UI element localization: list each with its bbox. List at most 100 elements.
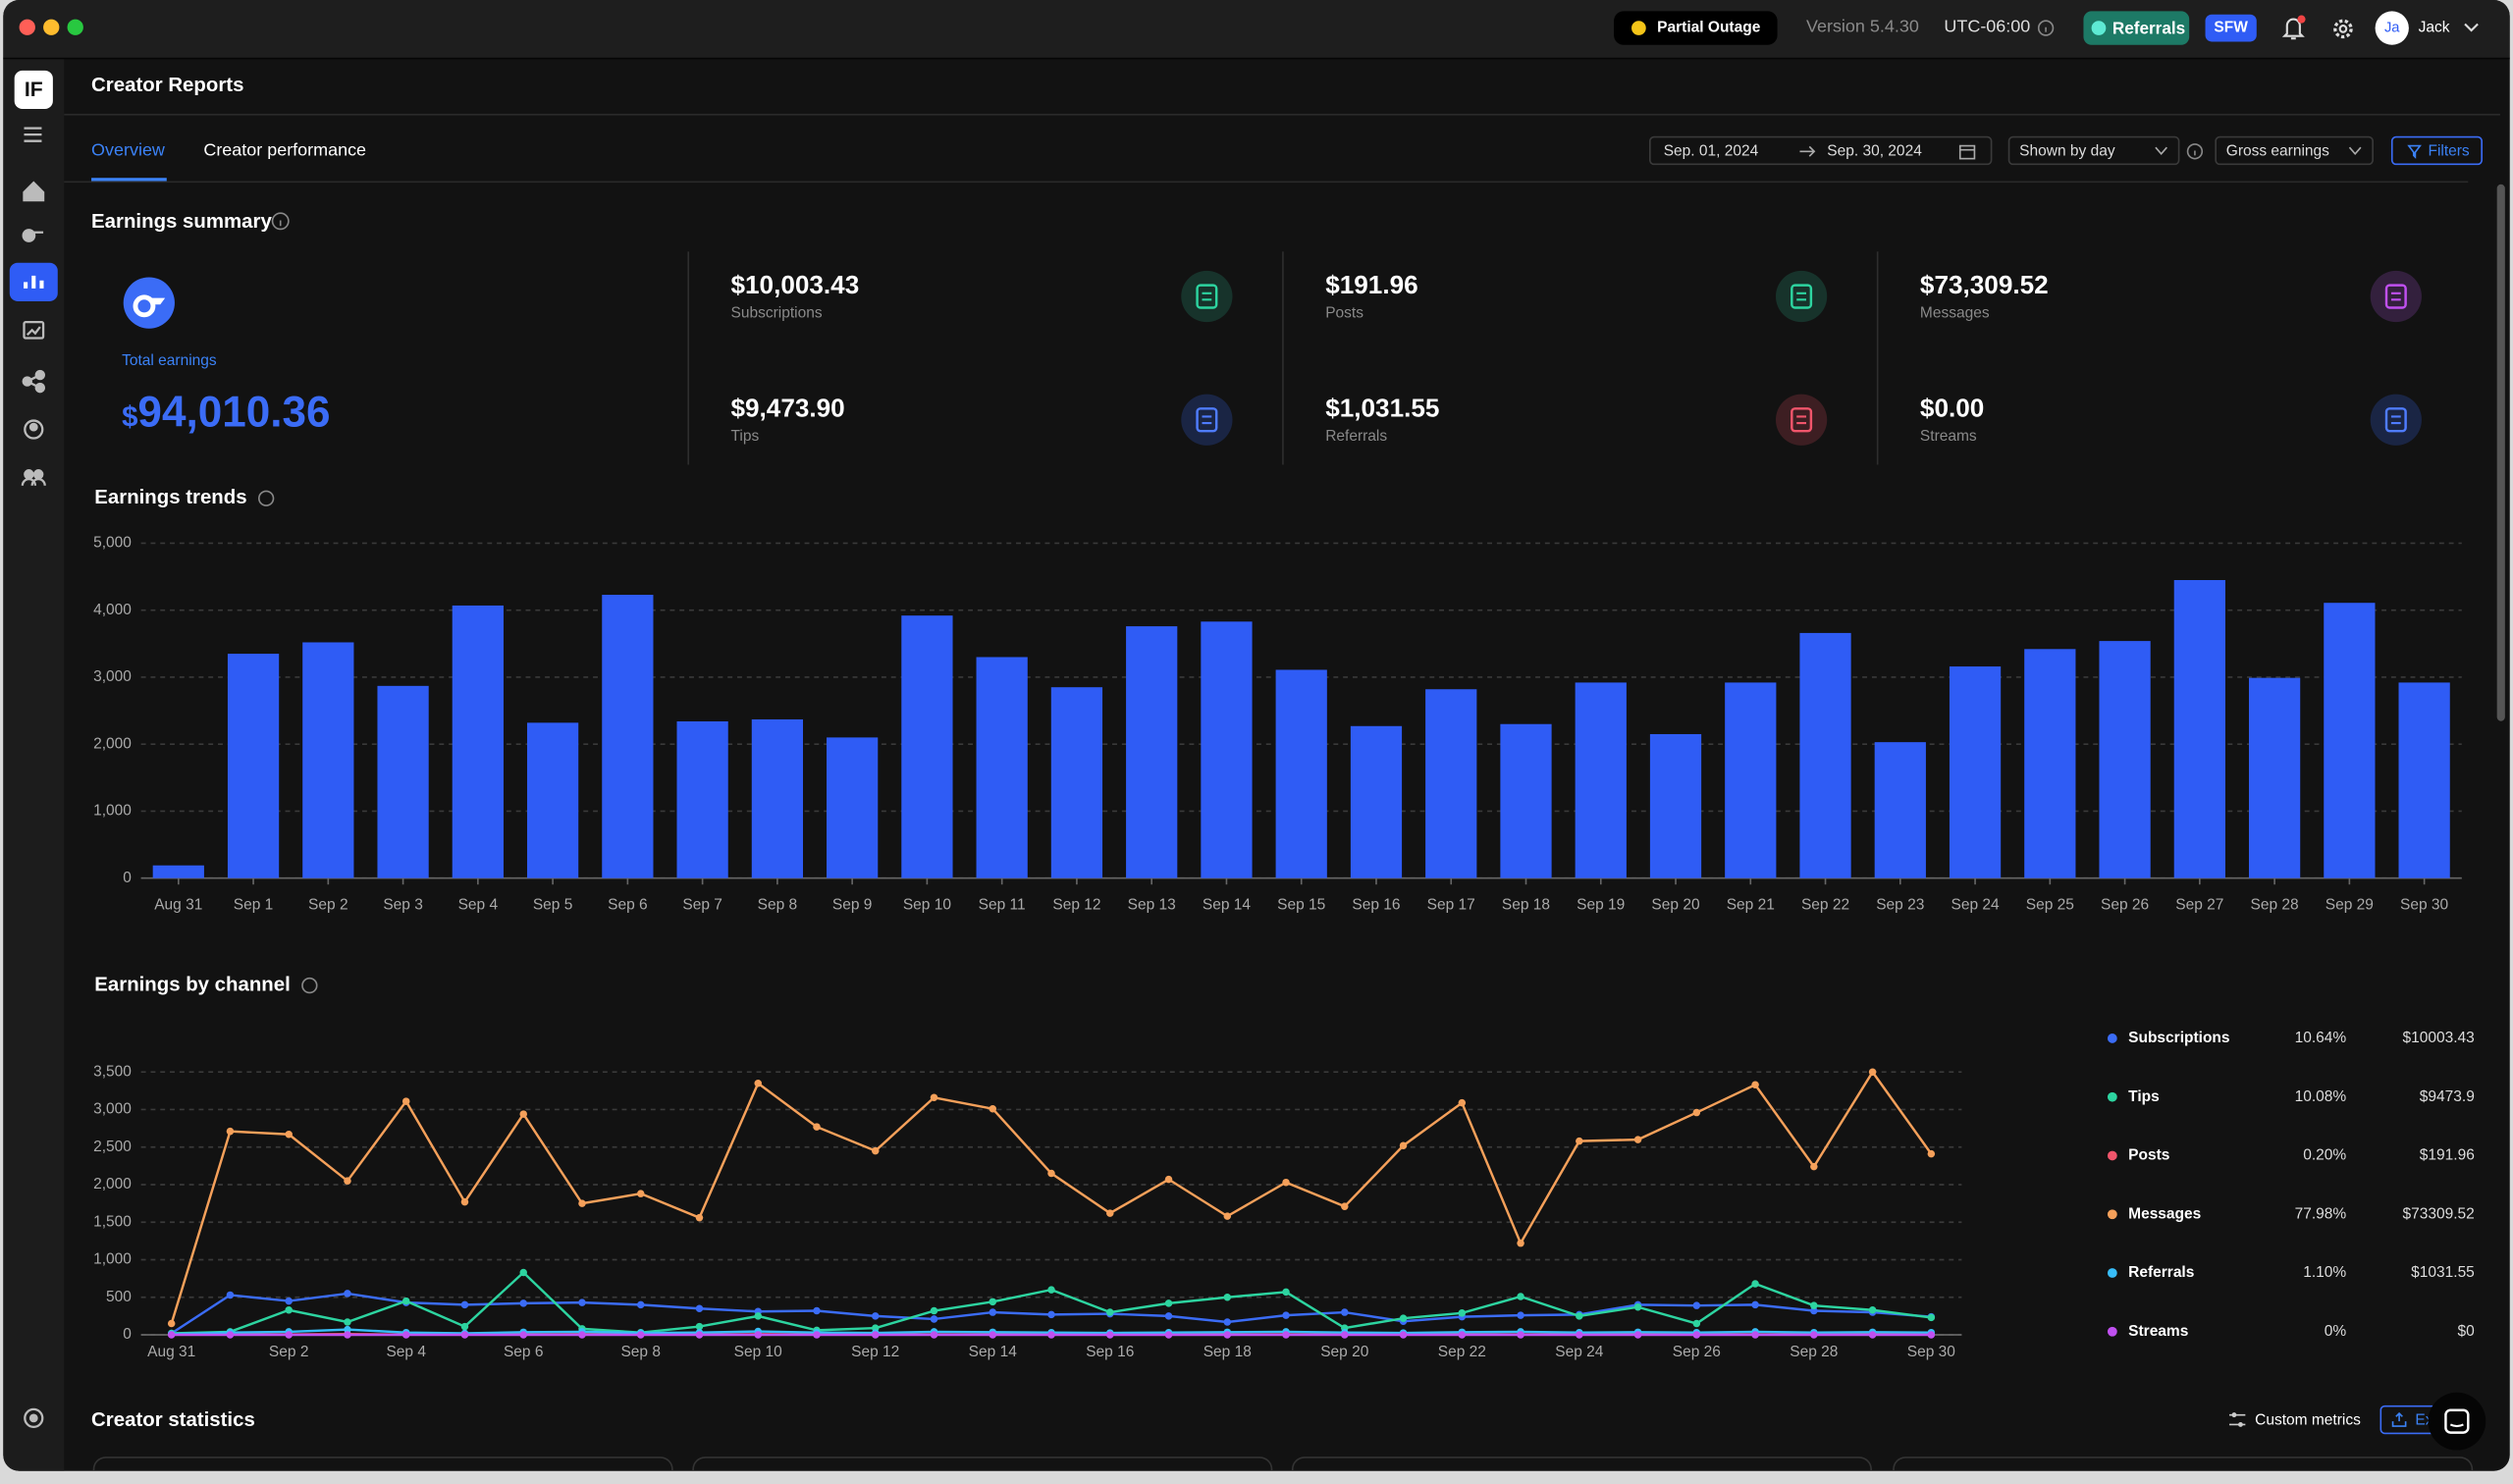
x-tick-label: Sep 24 — [1555, 1344, 1604, 1360]
legend-label: Tips — [2128, 1088, 2160, 1105]
y-tick-label: 4,000 — [93, 602, 132, 618]
bar — [228, 654, 279, 878]
bar — [1576, 682, 1627, 877]
data-point — [344, 1331, 351, 1339]
data-point — [931, 1331, 938, 1339]
legend-share: 1.10% — [2303, 1264, 2346, 1281]
chart-title: Earnings trends — [94, 487, 246, 508]
data-point — [1282, 1179, 1290, 1187]
x-tick-label: Sep 23 — [1876, 897, 1924, 914]
data-point — [578, 1331, 586, 1339]
bar — [1799, 633, 1850, 878]
data-point — [1341, 1308, 1349, 1316]
y-tick-label: 3,000 — [93, 668, 132, 685]
x-tick-label: Sep 29 — [2326, 897, 2374, 914]
x-tick-label: Sep 8 — [758, 897, 798, 914]
data-point — [1224, 1318, 1232, 1326]
bar — [2324, 603, 2375, 877]
data-point — [519, 1269, 527, 1277]
info-icon — [259, 491, 274, 505]
data-point — [872, 1331, 880, 1339]
y-tick-label: 1,000 — [93, 803, 132, 820]
bar — [677, 721, 728, 878]
chat-button[interactable] — [2427, 1391, 2487, 1452]
data-point — [1047, 1170, 1055, 1178]
data-point — [989, 1298, 997, 1306]
data-point — [285, 1331, 293, 1339]
bar — [1500, 724, 1551, 878]
bar — [2099, 641, 2150, 878]
x-tick-label: Sep 21 — [1727, 897, 1775, 914]
data-point — [402, 1097, 410, 1105]
data-point — [1224, 1212, 1232, 1220]
bar — [1276, 669, 1327, 877]
y-tick-label: 0 — [123, 1326, 132, 1343]
data-point — [1634, 1136, 1642, 1143]
x-tick-label: Sep 14 — [969, 1344, 1018, 1360]
x-tick-label: Sep 3 — [383, 897, 423, 914]
data-point — [637, 1331, 645, 1339]
data-point — [1165, 1299, 1173, 1307]
legend-label: Messages — [2128, 1205, 2201, 1222]
bar — [1126, 626, 1177, 878]
custom-metrics-icon — [2227, 1410, 2247, 1430]
data-point — [1751, 1081, 1759, 1088]
data-point — [931, 1315, 938, 1323]
x-tick-label: Sep 26 — [1673, 1344, 1721, 1360]
x-tick-label: Sep 10 — [903, 897, 952, 914]
data-point — [1928, 1314, 1936, 1322]
data-point — [1282, 1289, 1290, 1297]
data-point — [1693, 1301, 1701, 1309]
data-point — [696, 1214, 704, 1222]
data-point — [1165, 1312, 1173, 1320]
data-point — [1047, 1331, 1055, 1339]
data-point — [872, 1147, 880, 1155]
data-point — [1106, 1308, 1114, 1316]
data-point — [1517, 1293, 1524, 1300]
data-point — [1810, 1163, 1818, 1171]
bar — [527, 722, 578, 877]
window: Partial Outage Version 5.4.30 UTC-06:00 … — [3, 0, 2509, 1471]
x-tick-label: Sep 2 — [269, 1344, 309, 1360]
x-tick-label: Sep 12 — [1052, 897, 1100, 914]
data-point — [285, 1131, 293, 1139]
x-tick-label: Sep 22 — [1801, 897, 1849, 914]
scrollbar[interactable] — [2497, 185, 2505, 721]
legend-total: $73309.52 — [2403, 1205, 2475, 1222]
data-point — [1869, 1331, 1877, 1339]
data-point — [402, 1298, 410, 1305]
x-tick-label: Sep 18 — [1203, 1344, 1252, 1360]
data-point — [1282, 1311, 1290, 1319]
x-tick-label: Sep 7 — [682, 897, 722, 914]
bar — [153, 866, 204, 878]
data-point — [285, 1298, 293, 1305]
data-point — [1576, 1312, 1583, 1320]
legend-total: $191.96 — [2420, 1147, 2475, 1164]
data-point — [402, 1331, 410, 1339]
legend-marker — [2108, 1268, 2117, 1278]
stat-card — [692, 1457, 1272, 1471]
custom-metrics-button[interactable]: Custom metrics — [2255, 1411, 2361, 1429]
x-tick-label: Sep 28 — [1790, 1344, 1838, 1360]
data-point — [519, 1299, 527, 1307]
legend-share: 0% — [2325, 1323, 2347, 1340]
bar — [377, 686, 428, 878]
x-tick-label: Sep 24 — [1951, 897, 2000, 914]
series-line — [172, 1072, 1932, 1323]
y-tick-label: 3,000 — [93, 1101, 132, 1118]
legend-total: $10003.43 — [2403, 1030, 2475, 1046]
x-tick-label: Sep 6 — [504, 1344, 544, 1360]
legend-label: Referrals — [2128, 1264, 2194, 1281]
data-point — [1751, 1280, 1759, 1288]
bar — [2399, 682, 2450, 877]
x-tick-label: Sep 15 — [1277, 897, 1325, 914]
x-tick-label: Sep 2 — [308, 897, 348, 914]
data-point — [461, 1301, 469, 1309]
x-tick-label: Sep 12 — [851, 1344, 899, 1360]
bar — [1875, 742, 1926, 878]
x-tick-label: Sep 1 — [234, 897, 274, 914]
legend-share: 10.08% — [2295, 1088, 2347, 1105]
data-point — [1282, 1331, 1290, 1339]
data-point — [1047, 1311, 1055, 1319]
